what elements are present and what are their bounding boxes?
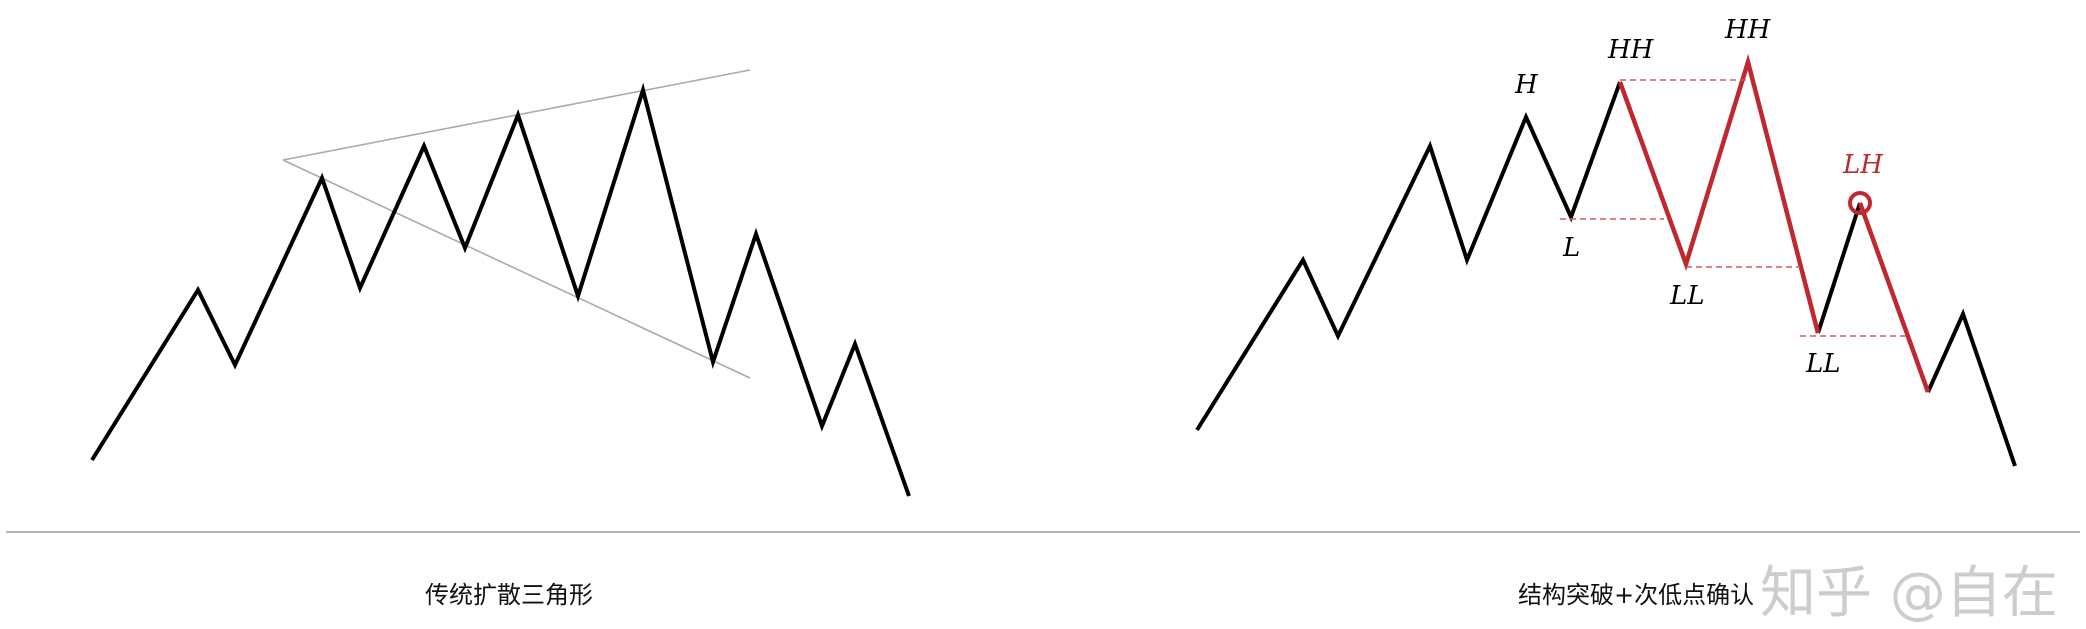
left-diagram — [90, 69, 911, 497]
right-path-tail — [1926, 308, 2017, 467]
right-path-lower-high-drop-red — [1857, 202, 1931, 393]
label-hh-first: HH — [1607, 35, 1655, 65]
label-l: L — [1562, 233, 1580, 263]
label-ll-second: LL — [1805, 349, 1841, 379]
label-lh: LH — [1842, 150, 1884, 180]
left-caption: 传统扩散三角形 — [425, 581, 593, 609]
label-hh-second: HH — [1724, 15, 1772, 45]
lower-high-marker — [1848, 191, 1872, 215]
right-path-breakdown-red — [1617, 53, 1821, 334]
label-ll-first: LL — [1669, 281, 1705, 311]
lower-trendline — [282, 159, 751, 379]
left-price-path — [90, 82, 911, 497]
right-path-upleg — [1195, 81, 1622, 432]
right-diagram: H HH HH L LL LL LH — [1195, 15, 2017, 467]
right-path-bounce — [1816, 202, 1862, 334]
right-caption: 结构突破+次低点确认 — [1518, 581, 1755, 609]
label-h: H — [1514, 70, 1539, 100]
watermark: 知乎 @自在 — [1760, 561, 2058, 626]
